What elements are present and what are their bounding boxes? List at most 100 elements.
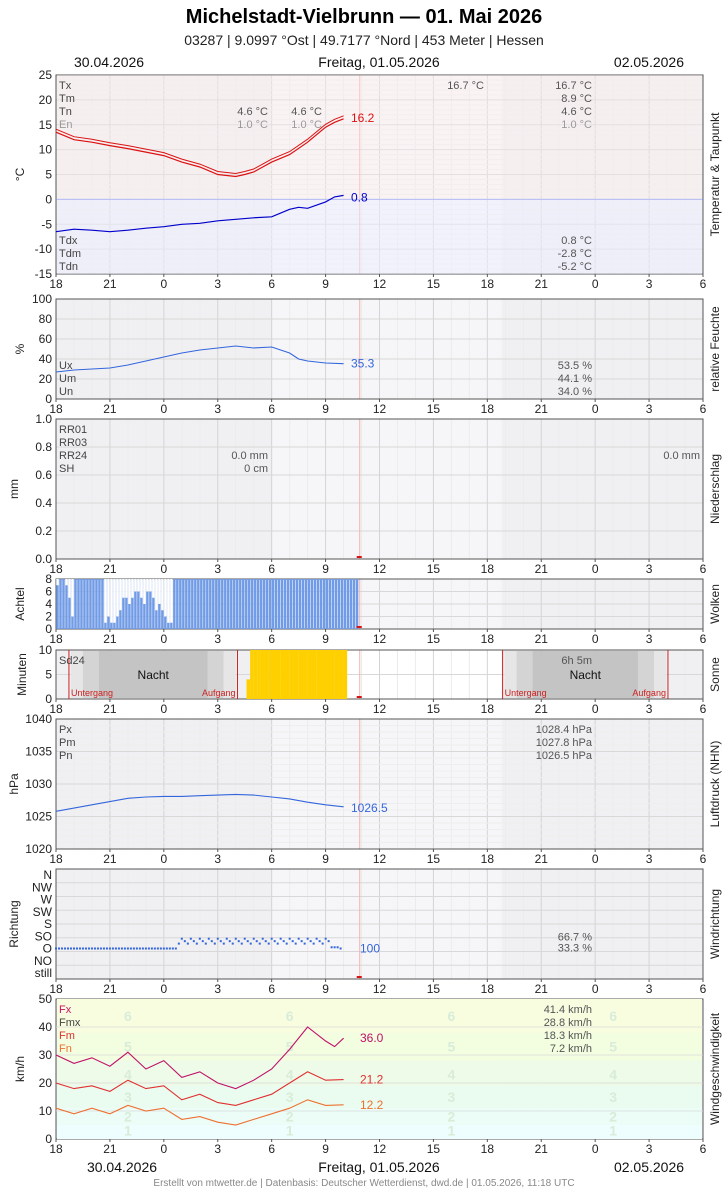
stat-value: 7.2 km/h bbox=[550, 1043, 592, 1055]
beaufort-label: 5 bbox=[609, 1039, 617, 1055]
beaufort-label: 3 bbox=[609, 1089, 617, 1105]
x-tick-label: 0 bbox=[592, 562, 599, 576]
gust-last-value: 36.0 bbox=[360, 1031, 384, 1045]
x-tick-label: 12 bbox=[373, 562, 387, 576]
dir-point bbox=[75, 947, 78, 950]
cloud-bar bbox=[275, 579, 278, 629]
y-axis-label: mm bbox=[7, 479, 21, 499]
x-tick-label: 21 bbox=[103, 402, 117, 416]
beaufort-label: 5 bbox=[447, 1039, 455, 1055]
cloud-bar bbox=[200, 579, 203, 629]
y-tick-label: 4 bbox=[45, 597, 52, 611]
x-tick-label: 3 bbox=[214, 277, 221, 291]
x-tick-label: 6 bbox=[268, 852, 275, 866]
stat-value: 28.8 km/h bbox=[544, 1017, 592, 1029]
x-tick-label: 15 bbox=[427, 562, 441, 576]
cloud-gap bbox=[143, 579, 146, 604]
x-tick-label: 0 bbox=[592, 982, 599, 996]
dir-point bbox=[129, 947, 132, 950]
x-tick-label: 18 bbox=[481, 632, 495, 646]
dir-point bbox=[159, 947, 162, 950]
y-tick-label: 2 bbox=[45, 610, 52, 624]
x-tick-label: 6 bbox=[700, 1142, 707, 1156]
cloud-bar bbox=[59, 579, 62, 629]
dir-point bbox=[249, 942, 252, 945]
stat-label: Pm bbox=[59, 737, 76, 749]
sun-bar bbox=[343, 650, 348, 699]
dir-point bbox=[165, 947, 168, 950]
dir-point bbox=[57, 947, 60, 950]
y-tick-label: 10 bbox=[39, 143, 53, 157]
date-left-bottom: 30.04.2026 bbox=[87, 1159, 157, 1175]
beaufort-band bbox=[57, 1032, 702, 1061]
cloud-bar bbox=[257, 579, 260, 629]
cloud-bar bbox=[233, 579, 236, 629]
y-tick-label: 60 bbox=[39, 332, 53, 346]
stat-value: 1.0 °C bbox=[237, 119, 268, 131]
rain-label: RR24 bbox=[59, 450, 87, 462]
night-shade bbox=[501, 299, 703, 399]
x-tick-label: 18 bbox=[481, 702, 495, 716]
dir-point bbox=[288, 937, 291, 940]
dir-point bbox=[225, 937, 228, 940]
cloud-bar bbox=[197, 579, 200, 629]
dir-point bbox=[174, 947, 177, 950]
cloud-bar bbox=[98, 579, 101, 629]
x-tick-label: 18 bbox=[49, 632, 63, 646]
y-tick-label: 1030 bbox=[25, 777, 52, 791]
dir-point bbox=[102, 947, 105, 950]
dir-point bbox=[66, 947, 69, 950]
y-axis-label: °C bbox=[13, 167, 27, 181]
stat-label: Tn bbox=[59, 106, 72, 118]
beaufort-label: 2 bbox=[286, 1109, 294, 1125]
cloud-bar bbox=[83, 579, 86, 629]
pressure-line bbox=[55, 793, 344, 812]
x-tick-label: 18 bbox=[481, 402, 495, 416]
x-tick-label: 18 bbox=[481, 277, 495, 291]
dir-point bbox=[120, 947, 123, 950]
humidity-line bbox=[55, 345, 344, 373]
now-dot bbox=[356, 556, 362, 558]
dir-point bbox=[132, 947, 135, 950]
dir-point bbox=[69, 947, 72, 950]
sun-bar bbox=[268, 650, 272, 699]
dir-point bbox=[246, 940, 249, 943]
y-tick-label: 0 bbox=[45, 392, 52, 406]
x-tick-label: 21 bbox=[535, 632, 549, 646]
dir-point bbox=[231, 942, 234, 945]
x-tick-label: 3 bbox=[214, 702, 221, 716]
stat-value: 16.7 °C bbox=[555, 80, 592, 92]
y-tick-label: 30 bbox=[39, 1048, 53, 1062]
dir-point bbox=[267, 942, 270, 945]
x-tick-label: 6 bbox=[268, 1142, 275, 1156]
side-label: Niederschlag bbox=[708, 454, 722, 524]
x-tick-label: 18 bbox=[49, 852, 63, 866]
sun-bar bbox=[316, 650, 326, 699]
cloud-gap bbox=[167, 579, 170, 623]
cloud-gap bbox=[146, 579, 149, 592]
x-tick-label: 15 bbox=[427, 982, 441, 996]
cloud-gap bbox=[56, 579, 59, 586]
dir-point bbox=[336, 946, 339, 949]
dir-point bbox=[276, 942, 279, 945]
temp-line bbox=[55, 118, 344, 178]
beaufort-label: 5 bbox=[286, 1039, 294, 1055]
cloud-bar bbox=[242, 579, 245, 629]
cloud-bar bbox=[334, 579, 338, 629]
y-tick-label: 25 bbox=[39, 68, 53, 82]
dir-point bbox=[189, 937, 192, 940]
dir-category-label: SO bbox=[35, 929, 52, 943]
cloud-bar bbox=[122, 579, 125, 629]
stat-value: 1028.4 hPa bbox=[536, 724, 593, 736]
x-tick-label: 18 bbox=[49, 562, 63, 576]
beaufort-label: 6 bbox=[609, 1008, 617, 1024]
x-tick-label: 6 bbox=[268, 562, 275, 576]
x-tick-label: 21 bbox=[103, 702, 117, 716]
page-title: Michelstadt-Vielbrunn — 01. Mai 2026 bbox=[185, 6, 543, 28]
rain-value: 0 cm bbox=[244, 463, 268, 475]
x-tick-label: 9 bbox=[322, 632, 329, 646]
sun-bar bbox=[280, 650, 290, 699]
x-tick-label: 21 bbox=[535, 277, 549, 291]
rain-label: SH bbox=[59, 463, 74, 475]
